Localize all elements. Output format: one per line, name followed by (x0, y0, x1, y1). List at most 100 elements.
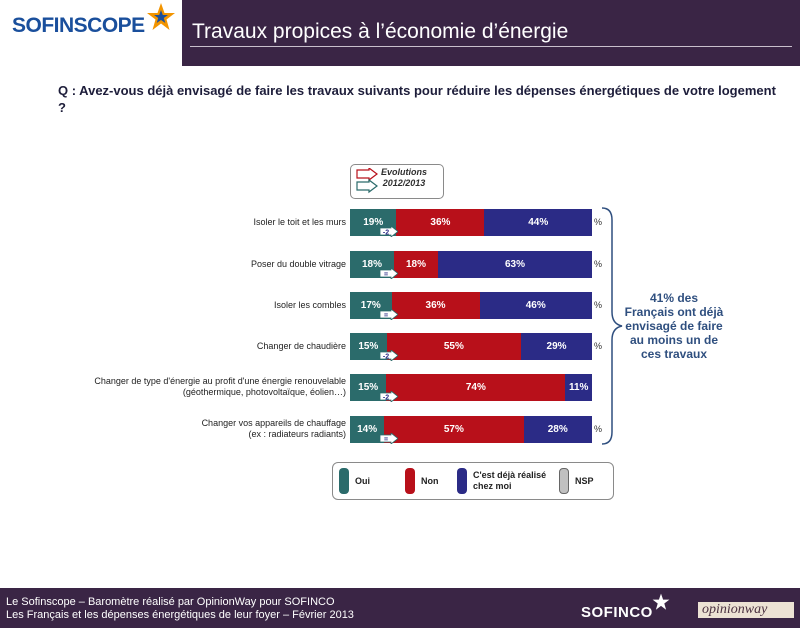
category-label-line: Changer vos appareils de chauffage (201, 418, 346, 428)
bar-segment-deja: 46% (479, 292, 592, 319)
category-label-line: (ex : radiateurs radiants) (248, 429, 346, 439)
bar-segment-deja: 63% (438, 251, 592, 278)
evolution-value: -2 (383, 354, 389, 361)
callout-text: 41% des Français ont déjà envisagé de fa… (624, 291, 724, 361)
data-label: 63% (504, 259, 525, 270)
bar-segment-deja: 44% (484, 209, 592, 236)
data-label: 19% (363, 217, 384, 228)
data-label: 11% (568, 382, 589, 393)
footer-star-icon (652, 593, 670, 610)
footer-line1: Le Sofinscope – Baromètre réalisé par Op… (6, 596, 335, 608)
bar-row: 15% 74% 11% (350, 374, 592, 401)
evolution-value: = (384, 437, 388, 444)
evolution-value: -2 (383, 395, 389, 402)
evolutions-line2: 2012/2013 (382, 178, 426, 188)
evolution-arrow-icon: = (380, 309, 398, 320)
bar-segment-non: 55% (386, 333, 522, 360)
evolution-arrow-icon: = (380, 433, 398, 444)
category-label: Poser du double vitrage (251, 259, 346, 270)
bar-segment-deja: 28% (523, 416, 592, 443)
footer-line2: Les Français et les dépenses énergétique… (6, 609, 354, 621)
evolution-value: = (384, 313, 388, 320)
legend-item-oui: Oui (339, 468, 370, 494)
sofinscope-logo: SOFINSCOPE (0, 0, 182, 66)
data-label: 17% (360, 300, 381, 311)
bar-row: 14% 57% 28% (350, 416, 592, 443)
sofinco-logo: SOFINCO (581, 604, 653, 621)
legend-label-deja-line2: chez moi (473, 481, 512, 491)
data-label: 28% (547, 424, 568, 435)
bar-segment-non: 36% (391, 292, 480, 319)
data-label: 14% (357, 424, 378, 435)
data-label: 74% (465, 382, 486, 393)
evolution-arrow-icon: = (380, 268, 398, 279)
category-label-line: Changer de type d'énergie au profit d'un… (94, 376, 346, 386)
category-label: Changer de chaudière (257, 341, 346, 352)
legend-item-deja: C'est déjà réalisé chez moi (457, 468, 546, 494)
bar-row: 19% 36% 44% (350, 209, 592, 236)
data-label: 29% (546, 341, 567, 352)
evolution-arrows-icon (356, 168, 378, 194)
page-title: Travaux propices à l’économie d’énergie (192, 20, 569, 43)
bar-segment-non: 74% (386, 374, 566, 401)
evolution-value: = (384, 272, 388, 279)
star-icon (147, 3, 175, 30)
opinionway-logo: opinionway (698, 602, 794, 618)
legend-label-non: Non (421, 476, 439, 486)
data-label: 36% (430, 217, 451, 228)
data-label: 36% (425, 300, 446, 311)
legend-label-deja-line1: C'est déjà réalisé (473, 470, 547, 480)
nsp-label: % (594, 424, 603, 434)
legend-label-nsp: NSP (575, 476, 594, 486)
nsp-label: % (594, 259, 603, 269)
legend-swatch-deja (457, 468, 467, 494)
data-label: 46% (525, 300, 546, 311)
evolution-arrow-icon: -2 (380, 350, 398, 361)
category-label-line: Isoler le toit et les murs (253, 216, 346, 227)
data-label: 18% (361, 259, 382, 270)
legend-item-nsp: NSP (559, 468, 594, 494)
legend-item-non: Non (405, 468, 439, 494)
category-label-line: Poser du double vitrage (250, 258, 346, 269)
legend-swatch-nsp (559, 468, 569, 494)
data-label: 44% (528, 217, 549, 228)
bar-segment-non: 57% (384, 416, 524, 443)
bar-segment-non: 36% (396, 209, 485, 236)
evolution-arrow-icon: -2 (380, 226, 398, 237)
evolutions-box: Evolutions 2012/2013 (350, 164, 444, 199)
category-label-line: Changer de chaudière (256, 340, 346, 351)
bar-segment-deja: 11% (565, 374, 592, 401)
category-label: Isoler les combles (274, 300, 346, 311)
legend-label-oui: Oui (355, 476, 370, 486)
legend: Oui Non C'est déjà réalisé chez moi NSP (332, 462, 614, 500)
bar-row: 17% 36% 46% (350, 292, 592, 319)
footer: Le Sofinscope – Baromètre réalisé par Op… (0, 588, 800, 628)
category-label: Isoler le toit et les murs (253, 217, 346, 228)
legend-swatch-oui (339, 468, 349, 494)
evolutions-label: Evolutions 2012/2013 (381, 167, 427, 189)
bar-segment-oui: 14% (350, 416, 385, 443)
category-label: Changer de type d'énergie au profit d'un… (94, 376, 346, 398)
header: SOFINSCOPE Travaux propices à l’économie… (0, 0, 800, 66)
data-label: 15% (358, 341, 379, 352)
legend-swatch-non (405, 468, 415, 494)
data-label: 57% (443, 424, 464, 435)
bar-segment-deja: 29% (521, 333, 592, 360)
data-label: 18% (405, 259, 426, 270)
category-label: Changer vos appareils de chauffage (ex : … (202, 418, 346, 440)
category-label-line: Isoler les combles (273, 299, 346, 310)
evolution-arrow-icon: -2 (380, 391, 398, 402)
category-label-line: (géothermique, photovoltaïque, éolien…) (182, 387, 346, 397)
title-underline (190, 46, 792, 47)
footer-text: Le Sofinscope – Baromètre réalisé par Op… (6, 596, 354, 622)
bar-segment-non: 18% (394, 251, 438, 278)
data-label: 15% (358, 382, 379, 393)
title-bar: Travaux propices à l’économie d’énergie (182, 0, 800, 66)
nsp-label: % (594, 341, 603, 351)
data-label: 55% (443, 341, 464, 352)
right-brace (601, 207, 623, 445)
logo-text: SOFINSCOPE (12, 14, 145, 37)
evolution-value: -2 (383, 230, 389, 237)
evolutions-line1: Evolutions (381, 167, 428, 177)
nsp-label: % (594, 300, 603, 310)
